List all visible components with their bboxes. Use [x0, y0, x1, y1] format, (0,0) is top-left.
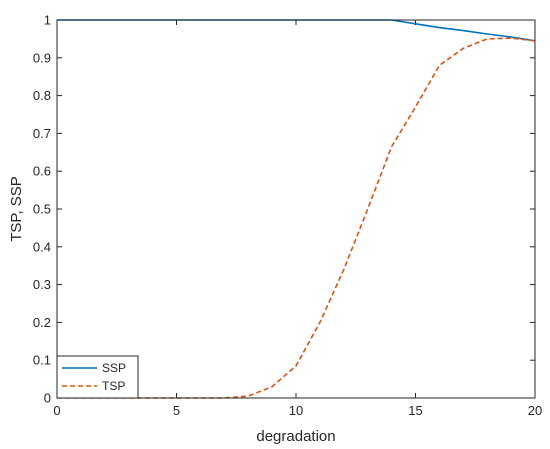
series-line-tsp [57, 37, 536, 399]
x-axis-label: degradation [256, 428, 335, 445]
y-tick-label: 1 [44, 13, 51, 28]
plot-background [57, 20, 535, 398]
y-tick-label: 0.3 [33, 277, 51, 292]
x-tick-label: 10 [289, 403, 303, 418]
y-tick-label: 0.4 [33, 239, 51, 254]
y-tick-label: 0.5 [33, 202, 51, 217]
legend-label-ssp: SSP [102, 361, 126, 375]
y-axis-label: TSP, SSP [8, 176, 25, 242]
x-tick-label: 15 [408, 403, 422, 418]
y-tick-label: 0 [44, 391, 51, 406]
y-tick-label: 0.8 [33, 88, 51, 103]
y-tick-label: 0.1 [33, 353, 51, 368]
legend-box [56, 355, 139, 399]
ticks-layer: 0 5 10 15 20 0 0.1 0.2 0.3 0.4 0.5 0.6 0.7 0.8 0.9 1 [33, 13, 542, 419]
x-tick-label: 0 [53, 403, 60, 418]
x-tick-label: 5 [173, 403, 180, 418]
legend-label-tsp: TSP [102, 379, 125, 393]
plot-area [57, 20, 535, 398]
x-tick-label: 20 [528, 403, 542, 418]
legend: SSP TSP [56, 355, 139, 399]
y-tick-label: 0.9 [33, 50, 51, 65]
y-tick-label: 0.6 [33, 164, 51, 179]
y-tick-label: 0.2 [33, 315, 51, 330]
y-tick-label: 0.7 [33, 126, 51, 141]
